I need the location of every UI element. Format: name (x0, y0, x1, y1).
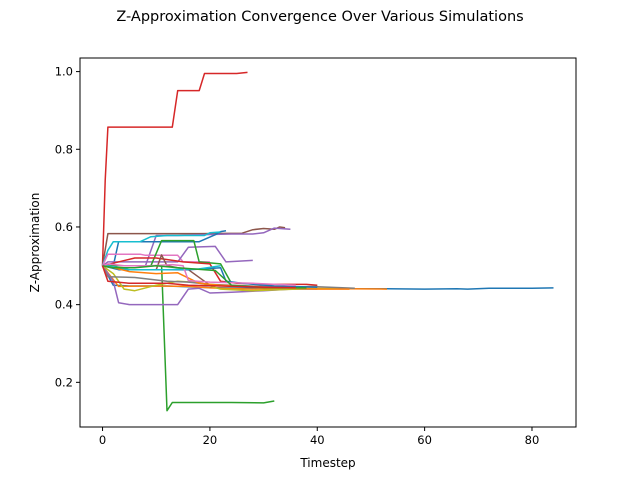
x-axis-ticks: 0 20 40 60 80 (99, 427, 539, 447)
series-line-1 (101, 71, 248, 266)
series-line-20 (102, 263, 296, 286)
series-line-8 (101, 231, 221, 267)
y-tick-label: 0.6 (55, 220, 73, 234)
series-line-22 (101, 265, 296, 289)
x-tick-label: 40 (310, 433, 325, 447)
y-tick-label: 0.8 (55, 142, 73, 156)
y-tick-label: 0.2 (55, 375, 73, 389)
y-tick-label: 0.4 (55, 298, 73, 312)
y-axis-ticks: 0.2 0.4 0.6 0.8 1.0 (55, 65, 80, 389)
series-lines (101, 71, 554, 412)
x-tick-label: 0 (99, 433, 106, 447)
x-tick-label: 20 (203, 433, 218, 447)
x-tick-label: 60 (417, 433, 432, 447)
x-axis-label: Timestep (299, 456, 355, 470)
series-line-9 (101, 253, 210, 267)
x-tick-label: 80 (525, 433, 540, 447)
plot-area-frame (79, 57, 577, 428)
series-line-18 (102, 265, 221, 271)
y-tick-label: 1.0 (55, 65, 73, 79)
y-axis-label: Z-Approximation (28, 193, 42, 293)
chart-title: Z-Approximation Convergence Over Various… (116, 9, 523, 25)
